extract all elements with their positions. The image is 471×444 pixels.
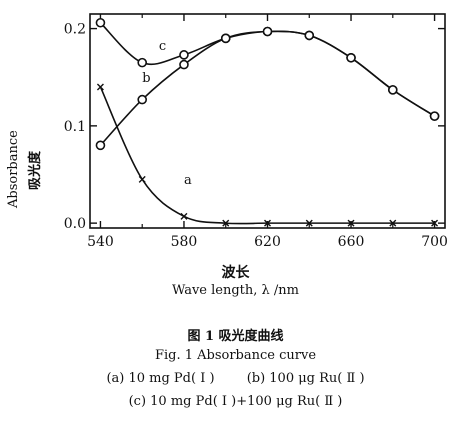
legend-caption-b: (b) 100 μg Ru( Ⅱ ) bbox=[246, 371, 365, 386]
series-a-point bbox=[305, 219, 313, 227]
y-tick-label: 0.1 bbox=[64, 119, 86, 135]
y-axis-title-en: Absorbance bbox=[6, 130, 21, 208]
series-c-point bbox=[262, 26, 273, 37]
series-a-point bbox=[264, 219, 271, 227]
series-c-point bbox=[179, 50, 189, 60]
series-b-line bbox=[99, 30, 435, 146]
series-c-point bbox=[346, 52, 356, 63]
figure-caption-legend-ab: (a) 10 mg Pd( Ⅰ ) (b) 100 μg Ru( Ⅱ ) bbox=[0, 371, 471, 386]
x-tick-label: 540 bbox=[87, 234, 114, 250]
series-c-line bbox=[99, 22, 435, 117]
series-a-point bbox=[138, 175, 146, 183]
x-tick-label: 700 bbox=[421, 234, 448, 250]
series-b-point bbox=[179, 59, 189, 70]
x-tick-label: 620 bbox=[254, 234, 281, 250]
series-a-point bbox=[96, 83, 104, 91]
series-b-point bbox=[137, 94, 148, 105]
y-axis-title: Absorbance 吸光度 bbox=[4, 90, 44, 220]
series-a-label: a bbox=[184, 173, 192, 188]
series-a-point bbox=[389, 219, 397, 227]
series-b-point bbox=[95, 140, 106, 151]
series-b-label: b bbox=[142, 71, 150, 86]
series-c-point bbox=[137, 57, 148, 68]
x-tick-label: 580 bbox=[171, 234, 198, 250]
legend-caption-c: (c) 10 mg Pd( Ⅰ )+100 μg Ru( Ⅱ ) bbox=[128, 394, 343, 409]
y-tick-label: 0.2 bbox=[64, 22, 86, 38]
series-c-point bbox=[429, 111, 440, 121]
series-a-point bbox=[222, 219, 230, 227]
x-axis-title-en: Wave length, λ /nm bbox=[171, 283, 299, 298]
y-axis-title-cn: 吸光度 bbox=[28, 150, 43, 190]
figure-caption-title: 图 1 吸光度曲线 bbox=[187, 329, 284, 344]
series-a-point bbox=[180, 212, 188, 220]
plot-frame bbox=[89, 13, 446, 229]
legend-caption-a: (a) 10 mg Pd( Ⅰ ) bbox=[106, 371, 215, 386]
x-tick-label: 660 bbox=[338, 234, 365, 250]
series-a-line bbox=[99, 86, 435, 225]
series-c-point bbox=[220, 33, 231, 44]
series-c-point bbox=[304, 30, 315, 41]
y-tick-label: 0.0 bbox=[64, 216, 86, 232]
series-c-point bbox=[387, 85, 398, 95]
series-a-point bbox=[431, 219, 439, 227]
figure-caption-title-en: Fig. 1 Absorbance curve bbox=[154, 348, 317, 363]
series-c-label: c bbox=[159, 39, 166, 54]
series-a-point bbox=[347, 219, 355, 227]
series-c-point bbox=[95, 17, 106, 28]
x-axis-title-cn: 波长 bbox=[221, 265, 250, 281]
absorbance-chart: 540 580 620 660 700 0.0 0.1 0.2 a b c bbox=[64, 13, 448, 250]
